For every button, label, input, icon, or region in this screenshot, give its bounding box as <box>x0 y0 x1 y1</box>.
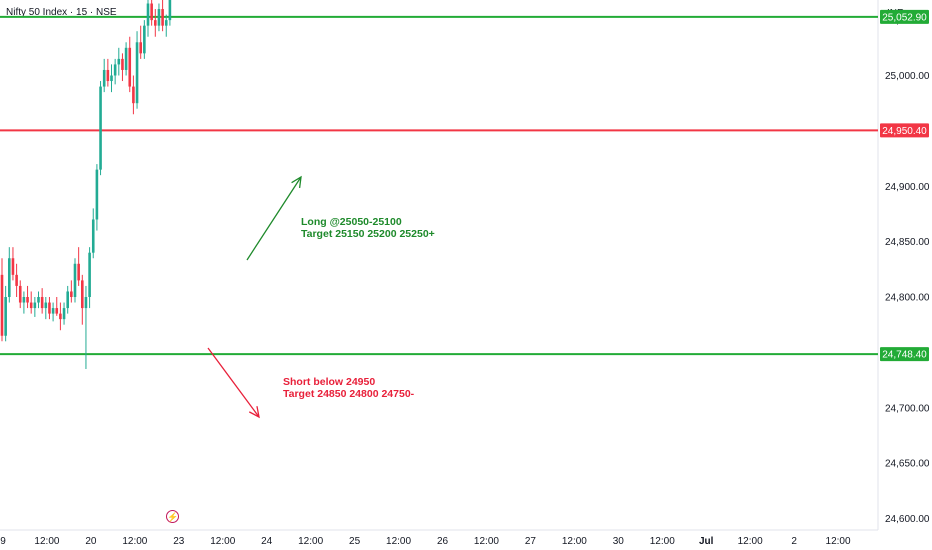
candle-body <box>62 308 66 320</box>
time-tick-label: 25 <box>349 536 361 547</box>
candle-body <box>48 302 51 314</box>
candle-body <box>128 47 132 87</box>
time-tick-label: 26 <box>437 536 449 547</box>
candle-body <box>121 58 124 70</box>
candle-body <box>150 3 153 21</box>
candle-body <box>143 25 146 54</box>
candle-body <box>168 0 172 21</box>
candle-body <box>106 69 110 82</box>
candle-body <box>29 302 33 309</box>
price-tick-label: 24,650.00 <box>885 459 930 470</box>
price-tick-label: 24,850.00 <box>885 237 930 248</box>
candle-body <box>51 308 55 314</box>
time-tick-label: 23 <box>173 536 185 547</box>
candle-body <box>55 308 59 314</box>
time-tick-label: 30 <box>613 536 625 547</box>
time-tick-label: 12:00 <box>650 536 675 547</box>
long-arrow-head <box>291 175 302 188</box>
candle-body <box>73 263 77 297</box>
level-price-badge <box>880 123 929 138</box>
level-price-badge <box>880 9 929 24</box>
candle-body <box>22 297 26 303</box>
candle-body <box>164 20 168 26</box>
candle-body <box>70 291 73 297</box>
candle-body <box>110 75 113 82</box>
time-tick-label: 2 <box>791 536 797 547</box>
candle-body <box>4 297 7 336</box>
level-price-label: 24,950.40 <box>882 126 927 137</box>
price-tick-label: 24,700.00 <box>885 403 930 414</box>
price-tick-label: 24,900.00 <box>885 182 930 193</box>
time-tick-label: 12:00 <box>738 536 763 547</box>
time-tick-label: 12:00 <box>474 536 499 547</box>
candle-body <box>132 86 135 104</box>
candle-body <box>91 219 95 253</box>
candle-body <box>26 297 29 303</box>
candle-body <box>124 47 128 70</box>
time-tick-label: 12:00 <box>122 536 147 547</box>
time-tick-label: 20 <box>85 536 97 547</box>
time-tick-label: 12:00 <box>386 536 411 547</box>
candle-body <box>146 3 150 26</box>
time-tick-label: 12:00 <box>298 536 323 547</box>
price-tick-label: 25,000.00 <box>885 71 930 82</box>
candle-body <box>81 280 84 309</box>
candle-body <box>161 9 164 26</box>
chart-title: Nifty 50 Index · 15 · NSE <box>6 7 117 18</box>
candle-body <box>139 42 142 54</box>
candle-body <box>157 9 161 26</box>
time-tick-label: 12:00 <box>34 536 59 547</box>
candle-body <box>37 297 40 303</box>
time-tick-label: 12:00 <box>210 536 235 547</box>
short-annotation-line: Short below 24950 <box>283 376 375 388</box>
short-arrow-head <box>248 406 260 419</box>
candle-body <box>18 285 22 303</box>
candle-body <box>117 58 121 65</box>
candle-body <box>88 252 91 297</box>
candle-body <box>77 263 80 281</box>
candle-body <box>15 274 18 286</box>
candle-body <box>44 302 48 309</box>
time-tick-label: 24 <box>261 536 273 547</box>
lightning-icon[interactable]: ⚡ <box>166 510 179 523</box>
time-tick-label: 27 <box>525 536 537 547</box>
candle-body <box>95 169 99 220</box>
candle-body <box>102 69 106 87</box>
candle-body <box>135 42 139 104</box>
level-price-badge <box>880 347 929 362</box>
long-arrow <box>246 176 302 261</box>
candle-body <box>40 297 44 309</box>
long-annotation-line: Target 25150 25200 25250+ <box>301 228 435 240</box>
candle-body <box>66 291 69 309</box>
short-arrow <box>207 347 260 418</box>
candle-body <box>99 86 102 170</box>
candle-body <box>59 313 62 320</box>
candle-body <box>33 302 37 309</box>
time-tick-label: 9 <box>0 536 6 547</box>
time-tick-label: Jul <box>699 536 714 547</box>
level-price-label: 25,052.90 <box>882 12 927 23</box>
candle-body <box>0 274 4 336</box>
level-price-label: 24,748.40 <box>882 350 927 361</box>
price-tick-label: 24,800.00 <box>885 293 930 304</box>
candle-body <box>154 20 157 26</box>
candle-body <box>84 297 88 309</box>
candle-body <box>113 64 117 76</box>
candle-body <box>8 258 11 297</box>
time-tick-label: 12:00 <box>826 536 851 547</box>
long-annotation-line: Long @25050-25100 <box>301 216 402 228</box>
price-tick-label: 24,600.00 <box>885 514 930 525</box>
time-tick-label: 12:00 <box>562 536 587 547</box>
candle-body <box>11 258 15 275</box>
short-annotation-line: Target 24850 24800 24750- <box>283 388 415 400</box>
